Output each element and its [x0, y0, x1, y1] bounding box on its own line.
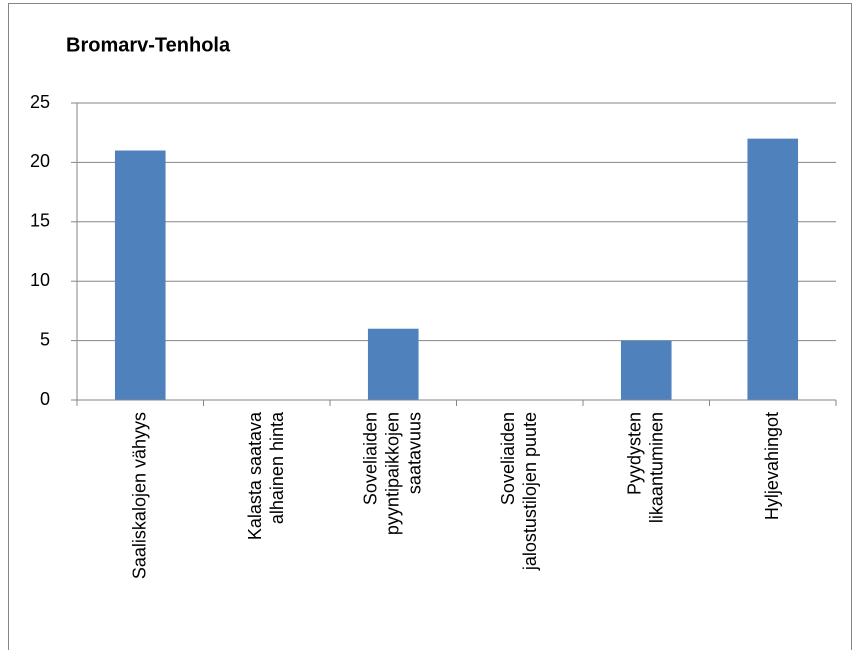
x-tick-label: Soveliaiden pyyntipaikkojen saatavuus — [360, 412, 424, 535]
y-tick-label: 25 — [30, 92, 50, 112]
bar — [747, 138, 799, 400]
x-tick-label: Pyydysten likaantuminen — [624, 412, 666, 523]
x-tick-label: Soveliaiden jalostustilojen puute — [498, 412, 540, 571]
y-tick-label: 15 — [30, 211, 50, 231]
x-tick-label: Saaliskalojen vähyys — [129, 412, 149, 579]
y-tick-label: 0 — [40, 389, 50, 409]
chart-title: Bromarv-Tenhola — [66, 34, 231, 56]
x-tick-label: Kalasta saatava alhainen hinta — [245, 411, 287, 540]
bar — [114, 150, 166, 400]
bar — [367, 328, 419, 400]
y-tick-label: 20 — [30, 151, 50, 171]
y-tick-label: 5 — [40, 329, 50, 349]
y-tick-label: 10 — [30, 270, 50, 290]
x-tick-label: Hyljevahingot — [762, 412, 782, 520]
bar — [620, 340, 672, 400]
